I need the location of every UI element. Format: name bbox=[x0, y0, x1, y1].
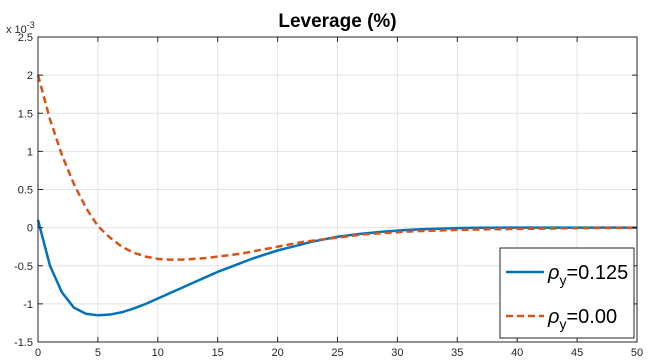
y-tick-label: 1 bbox=[27, 146, 33, 158]
y-tick-label: 2.5 bbox=[18, 32, 33, 44]
x-tick-label: 10 bbox=[152, 347, 164, 359]
legend-value: =0.125 bbox=[566, 262, 628, 284]
y-tick-label: -0.5 bbox=[14, 261, 33, 273]
legend-subscript: y bbox=[559, 272, 566, 288]
series-line-1 bbox=[36, 74, 638, 261]
y-exponent-base: x 10 bbox=[6, 24, 27, 36]
y-exponent-label: x 10-3 bbox=[6, 20, 35, 36]
x-tick-labels: 0 5 10 15 20 25 30 35 40 45 50 bbox=[35, 347, 643, 359]
y-tick-labels: 2.5 2 1.5 1 0.5 0 -0.5 -1 -1.5 bbox=[14, 32, 33, 349]
legend-box bbox=[499, 247, 635, 339]
y-tick-label: 1.5 bbox=[18, 108, 33, 120]
legend-symbol: ρ bbox=[547, 262, 559, 284]
chart-title: Leverage (%) bbox=[278, 11, 396, 32]
y-tick-label: 0.5 bbox=[18, 185, 33, 197]
x-tick-label: 5 bbox=[95, 347, 101, 359]
legend-value: =0.00 bbox=[566, 306, 617, 328]
y-tick-label: 0 bbox=[27, 223, 33, 235]
x-tick-label: 0 bbox=[35, 347, 41, 359]
y-tick-label: -1.5 bbox=[14, 337, 33, 349]
x-tick-label: 25 bbox=[331, 347, 343, 359]
legend-subscript: y bbox=[559, 316, 566, 332]
x-tick-label: 45 bbox=[571, 347, 583, 359]
y-exponent-power: -3 bbox=[27, 20, 35, 30]
x-tick-label: 20 bbox=[271, 347, 283, 359]
x-tick-label: 50 bbox=[631, 347, 643, 359]
y-tick-label: -1 bbox=[23, 299, 33, 311]
x-tick-label: 15 bbox=[212, 347, 224, 359]
legend-label-0: ρy=0.125 bbox=[547, 262, 628, 288]
axis-ticks bbox=[37, 36, 638, 343]
y-tick-label: 2 bbox=[27, 70, 33, 82]
x-tick-label: 35 bbox=[451, 347, 463, 359]
series-layer bbox=[36, 74, 638, 317]
x-tick-label: 40 bbox=[511, 347, 523, 359]
x-tick-label: 30 bbox=[391, 347, 403, 359]
series-line-0 bbox=[36, 219, 637, 317]
legend-label-1: ρy=0.00 bbox=[547, 306, 617, 332]
legend-symbol: ρ bbox=[547, 306, 559, 328]
